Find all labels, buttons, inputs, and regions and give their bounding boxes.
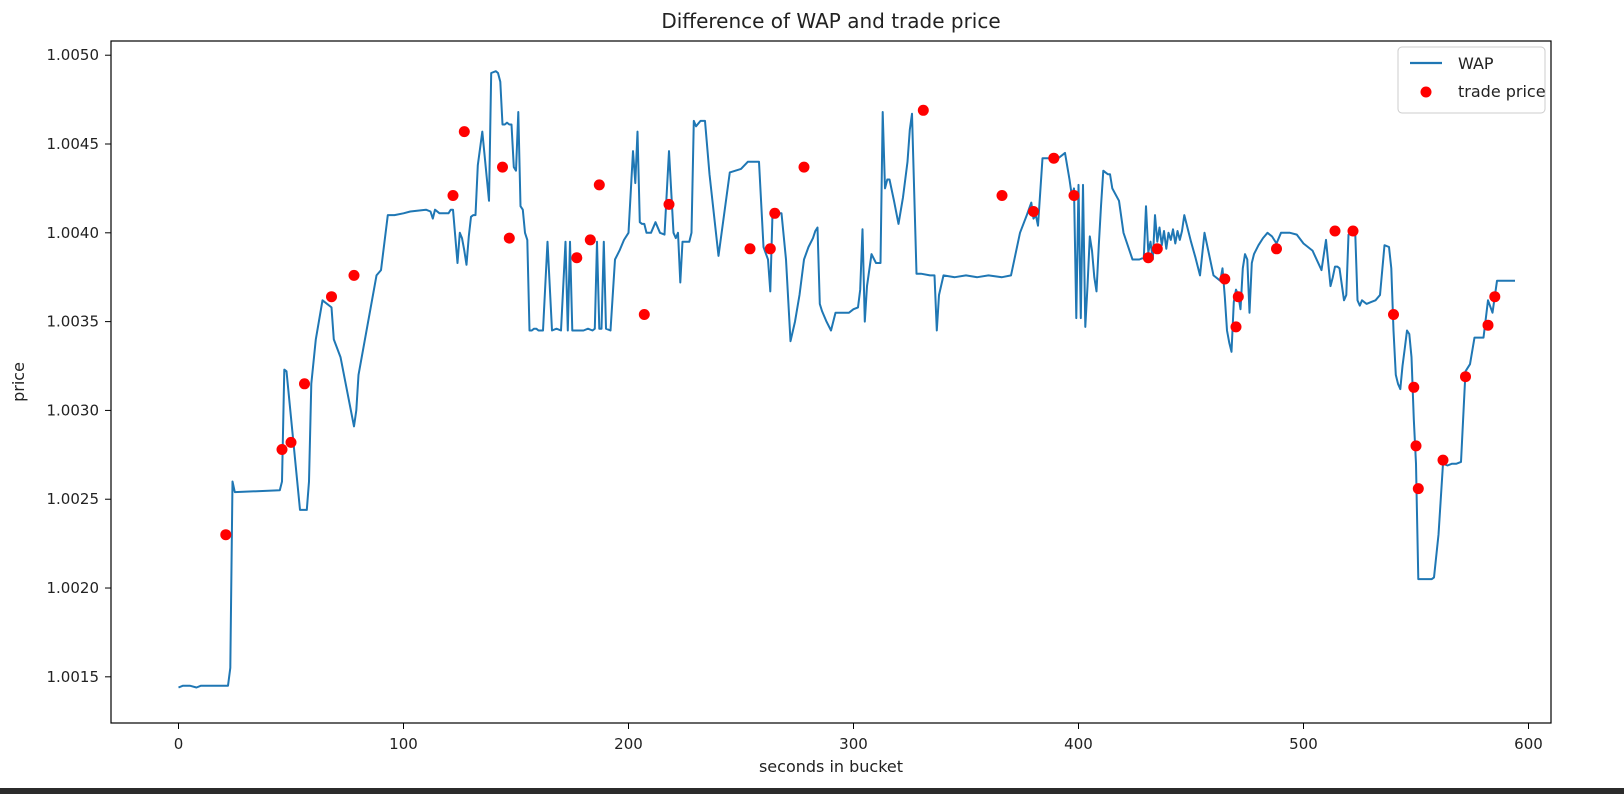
y-tick-label: 1.0050 (47, 46, 100, 64)
trade-price-point (276, 444, 288, 455)
y-tick-label: 1.0015 (47, 668, 100, 686)
trade-price-point (1437, 454, 1449, 466)
y-tick-label: 1.0025 (47, 490, 100, 508)
x-tick-label: 200 (614, 735, 643, 753)
trade-price-point (1460, 371, 1471, 383)
trade-price-point (1232, 291, 1244, 303)
trade-price-point (593, 179, 605, 191)
wap-series-line (178, 70, 1515, 689)
trade-price-point (571, 252, 583, 264)
trade-price-point (1489, 291, 1501, 303)
trade-price-point (744, 243, 756, 255)
trade-price-point (447, 190, 459, 201)
trade-price-point (1048, 152, 1060, 164)
x-axis-label: seconds in bucket (759, 757, 903, 776)
trade-price-point (1219, 273, 1231, 285)
trade-price-point (299, 378, 310, 390)
trade-price-point (458, 126, 470, 138)
legend: WAP trade price (1397, 46, 1546, 114)
legend-label-wap: WAP (1458, 54, 1494, 73)
y-tick-label: 1.0020 (47, 579, 100, 597)
trade-price-point (798, 161, 810, 173)
trade-price-point (503, 232, 515, 244)
trade-price-point (348, 269, 360, 281)
x-tick-label: 300 (839, 735, 868, 753)
trade-price-point (663, 198, 675, 210)
x-axis: 0 100 200 300 400 500 600 (174, 723, 1543, 753)
trade-price-point (497, 161, 508, 173)
chart-title: Difference of WAP and trade price (661, 9, 1000, 33)
trade-price-point (638, 309, 650, 320)
y-tick-label: 1.0035 (47, 313, 100, 331)
trade-price-point (1388, 309, 1399, 320)
trade-price-point (1412, 483, 1424, 495)
trade-price-point (917, 104, 929, 116)
x-tick-label: 0 (174, 735, 184, 753)
trade-price-point (1482, 319, 1494, 331)
y-tick-label: 1.0040 (47, 224, 100, 242)
plot-area-frame (110, 40, 1552, 724)
trade-price-point (1151, 243, 1163, 255)
trade-price-point (1230, 321, 1242, 333)
trade-price-point (1410, 440, 1422, 452)
trade-price-point (764, 243, 776, 255)
trade-price-point (996, 190, 1008, 201)
y-tick-label: 1.0030 (47, 401, 100, 419)
y-tick-label: 1.0045 (47, 135, 100, 153)
y-axis-label: price (9, 362, 28, 402)
legend-label-trade-price: trade price (1458, 82, 1546, 101)
x-tick-label: 600 (1514, 735, 1543, 753)
trade-price-point (1068, 190, 1080, 201)
trade-price-point (326, 291, 337, 303)
legend-trade-price-marker (1420, 86, 1432, 98)
x-tick-label: 400 (1064, 735, 1093, 753)
x-tick-label: 500 (1289, 735, 1318, 753)
trade-price-point (285, 436, 297, 448)
trade-price-point (1329, 225, 1341, 237)
y-axis: 1.0015 1.0020 1.0025 1.0030 1.0035 1.0040 1.00… (47, 46, 111, 686)
trade-price-point (1028, 206, 1039, 217)
trade-price-point (1271, 243, 1282, 255)
trade-price-point (769, 207, 781, 219)
series-layer (178, 70, 1515, 689)
x-tick-label: 100 (389, 735, 418, 753)
trade-price-point (1408, 381, 1420, 393)
trade-price-point (1142, 252, 1154, 264)
window-bottom-edge (0, 788, 1624, 794)
trade-price-point (584, 234, 596, 246)
trade-price-point (220, 529, 232, 541)
trade-price-point (1347, 225, 1359, 237)
